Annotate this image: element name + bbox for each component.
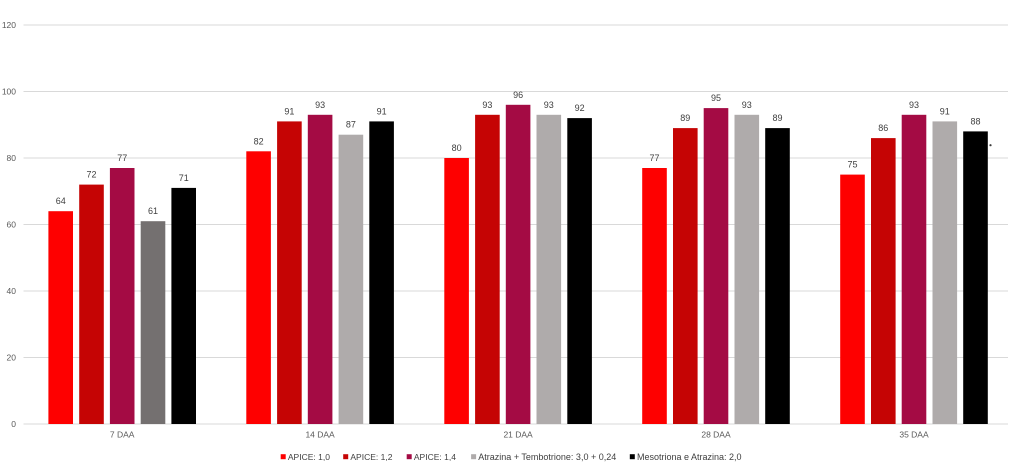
svg-text:64: 64 [56, 196, 66, 206]
svg-text:100: 100 [2, 87, 16, 97]
svg-text:93: 93 [742, 100, 752, 110]
svg-text:61: 61 [148, 206, 158, 216]
svg-text:40: 40 [7, 286, 17, 296]
svg-text:14 DAA: 14 DAA [305, 430, 335, 440]
svg-text:APICE: 1,0: APICE: 1,0 [288, 452, 330, 462]
svg-text:80: 80 [452, 143, 462, 153]
svg-text:28 DAA: 28 DAA [701, 430, 731, 440]
svg-text:95: 95 [711, 93, 721, 103]
svg-text:92: 92 [575, 103, 585, 113]
svg-text:21 DAA: 21 DAA [503, 430, 533, 440]
svg-text:7 DAA: 7 DAA [110, 430, 135, 440]
svg-text:93: 93 [315, 100, 325, 110]
svg-text:75: 75 [847, 160, 857, 170]
svg-text:77: 77 [649, 153, 659, 163]
svg-text:0: 0 [11, 419, 16, 429]
svg-text:71: 71 [179, 173, 189, 183]
svg-text:82: 82 [254, 136, 264, 146]
svg-text:86: 86 [878, 123, 888, 133]
svg-text:Mesotriona e Atrazina: 2,0: Mesotriona e Atrazina: 2,0 [637, 452, 742, 462]
svg-text:20: 20 [7, 353, 17, 363]
svg-text:88: 88 [970, 116, 980, 126]
svg-text:77: 77 [117, 153, 127, 163]
svg-text:93: 93 [544, 100, 554, 110]
svg-text:89: 89 [772, 113, 782, 123]
svg-text:91: 91 [377, 106, 387, 116]
svg-text:120: 120 [2, 20, 16, 30]
svg-text:91: 91 [940, 106, 950, 116]
svg-text:93: 93 [909, 100, 919, 110]
svg-text:APICE: 1,4: APICE: 1,4 [414, 452, 456, 462]
svg-text:96: 96 [513, 90, 523, 100]
svg-text:87: 87 [346, 120, 356, 130]
svg-text:60: 60 [7, 220, 17, 230]
svg-text:35 DAA: 35 DAA [899, 430, 929, 440]
svg-text:93: 93 [482, 100, 492, 110]
svg-text:Atrazina + Tembotrione: 3,0 +: Atrazina + Tembotrione: 3,0 + 0,24 [478, 452, 616, 462]
svg-text:APICE: 1,2: APICE: 1,2 [350, 452, 392, 462]
svg-text:89: 89 [680, 113, 690, 123]
svg-text:72: 72 [86, 170, 96, 180]
svg-text:80: 80 [7, 153, 17, 163]
svg-text:91: 91 [284, 106, 294, 116]
